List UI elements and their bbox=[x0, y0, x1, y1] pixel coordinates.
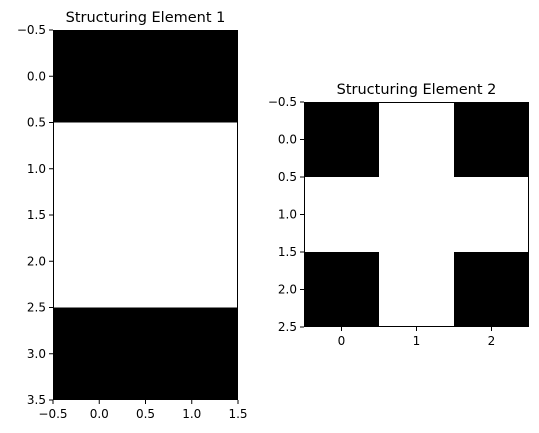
y-tick-label: −0.5 bbox=[268, 95, 297, 109]
cell-r2-c2 bbox=[454, 252, 529, 327]
chart-title: Structuring Element 1 bbox=[66, 10, 226, 26]
x-tick-label: 1.0 bbox=[182, 407, 201, 421]
y-tick-label: 1.5 bbox=[27, 208, 46, 222]
chart-title: Structuring Element 2 bbox=[337, 82, 497, 98]
cell-r0-c1 bbox=[379, 102, 454, 177]
cell-r0-c2 bbox=[454, 102, 529, 177]
x-tick-label: 2 bbox=[488, 334, 496, 348]
axes-frame bbox=[53, 30, 238, 400]
cell-r1-c0 bbox=[304, 177, 379, 252]
y-tick-label: 2.5 bbox=[27, 301, 46, 315]
y-tick-label: 1.0 bbox=[278, 208, 297, 222]
x-tick-label: 0.0 bbox=[90, 407, 109, 421]
cell-r0-c0 bbox=[304, 102, 379, 177]
structuring-element-1-panel: Structuring Element 1 −0.5 0.0 0.5 1.0 1.5 −0.… bbox=[17, 10, 248, 421]
x-tick-label: 0 bbox=[338, 334, 346, 348]
cell-r1-c0 bbox=[53, 122, 146, 215]
y-tick-label: 3.5 bbox=[27, 393, 46, 407]
y-tick-label: 0.0 bbox=[27, 69, 46, 83]
y-tick-label: −0.5 bbox=[17, 23, 46, 37]
x-tick-label: 0.5 bbox=[136, 407, 155, 421]
x-tick-label: 1 bbox=[413, 334, 421, 348]
cell-r1-c2 bbox=[454, 177, 529, 252]
cell-r0-c0 bbox=[53, 30, 146, 123]
y-tick-label: 2.0 bbox=[278, 283, 297, 297]
y-tick-label: 0.5 bbox=[27, 116, 46, 130]
cell-r2-c1 bbox=[379, 252, 454, 327]
cell-r0-c1 bbox=[145, 30, 238, 123]
cell-r2-c0 bbox=[304, 252, 379, 327]
cell-r1-c1 bbox=[379, 177, 454, 252]
x-tick-label: −0.5 bbox=[38, 407, 67, 421]
y-tick-label: 0.0 bbox=[278, 133, 297, 147]
y-tick-label: 2.5 bbox=[278, 320, 297, 334]
y-tick-label: 0.5 bbox=[278, 170, 297, 184]
y-tick-label: 1.0 bbox=[27, 162, 46, 176]
cell-r3-c0 bbox=[53, 307, 146, 400]
cell-r2-c1 bbox=[145, 215, 238, 308]
axes-frame bbox=[304, 102, 529, 327]
cell-r3-c1 bbox=[145, 307, 238, 400]
structuring-element-2-panel: Structuring Element 2 0 1 2 −0.5 0.0 0.5 1.0 1.5… bbox=[268, 82, 529, 348]
x-tick-label: 1.5 bbox=[228, 407, 247, 421]
y-tick-label: 2.0 bbox=[27, 254, 46, 268]
cell-r1-c1 bbox=[145, 122, 238, 215]
y-tick-label: 1.5 bbox=[278, 245, 297, 259]
cell-r2-c0 bbox=[53, 215, 146, 308]
y-tick-label: 3.0 bbox=[27, 347, 46, 361]
